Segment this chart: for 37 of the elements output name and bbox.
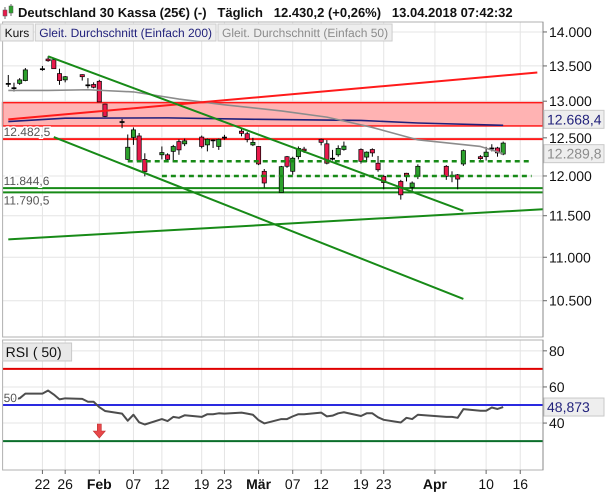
y-tick-label: 12.000 [549,168,592,184]
x-tick-label: Apr [422,476,448,492]
text: Gleit. Durchschnitt (Einfach 200) [39,26,212,40]
chart-title: RSI ( 50) [6,344,62,360]
y-tick-label: 40 [549,415,565,432]
x-tick-label: 22 [34,476,50,492]
x-tick-label: 23 [216,476,232,492]
ref-line-label: 11.790,5 [4,193,50,208]
y-tick-label: 60 [549,378,565,395]
ref-line-label: 12.482,5 [4,125,51,140]
x-tick-label: 10 [478,476,494,492]
text: 12.289,8 [547,146,602,162]
ref-line-label: 11.844,6 [4,174,50,188]
x-tick-label: 12 [154,476,170,492]
x-tick-label: 23 [376,476,392,492]
x-tick-label: 26 [57,476,74,492]
y-tick-label: 11.000 [549,249,591,266]
y-tick-label: 11.500 [549,208,591,224]
x-tick-label: 16 [512,476,528,492]
text: Kurs [4,26,30,40]
y-tick-label: 13.000 [549,93,592,110]
x-tick-label: 07 [284,476,301,492]
y-tick-label: 13.500 [549,58,592,74]
x-tick-label: Feb [86,476,112,492]
x-tick-label: 19 [353,476,369,492]
text: 48,873 [547,399,590,416]
y-tick-label: 14.000 [549,24,592,40]
x-tick-label: Mär [246,476,272,492]
x-tick-label: 19 [194,476,210,492]
chart-title: Deutschland 30 Kassa (25€) (-) Täglich 12.430,2 (+0,26%) 13.04.2018 07:42:32 [18,5,513,20]
y-tick-label: 80 [549,342,565,359]
text: 12.668,4 [547,111,602,128]
y-tick-label: 12.500 [549,130,592,146]
text: Gleit. Durchschnitt (Einfach 50) [222,26,388,40]
x-tick-label: 07 [126,476,142,492]
x-tick-label: 12 [313,476,330,492]
y-tick-label: 10.500 [549,292,592,309]
